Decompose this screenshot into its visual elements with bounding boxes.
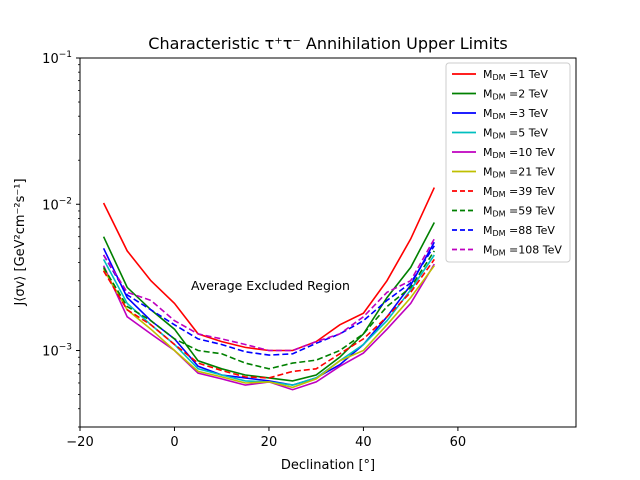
y-tick-label: 10−3: [42, 343, 72, 360]
legend: MDM =1 TeV MDM =2 TeV MDM =3 TeV MDM =5 TeV…: [445, 62, 571, 263]
y-axis-ticks: 10−3 10−2 10−1: [42, 50, 80, 428]
legend-entry-8: MDM =59 TeV: [483, 205, 555, 219]
y-axis-label: J⟨σv⟩ [GeV²cm⁻²s⁻¹]: [13, 178, 28, 306]
x-tick-label: 60: [450, 435, 467, 450]
series-line-6: [102, 265, 435, 389]
x-axis-label: Declination [°]: [281, 458, 375, 473]
legend-entry-6: MDM =21 TeV: [483, 166, 555, 180]
legend-entry-3: MDM =3 TeV: [483, 107, 548, 121]
series-line-9: [102, 245, 435, 356]
plot-lines: [102, 187, 436, 391]
legend-entry-7: MDM =39 TeV: [483, 185, 555, 199]
x-tick-label: −20: [66, 435, 93, 450]
x-tick-label: 20: [261, 435, 278, 450]
legend-entry-10: MDM =108 TeV: [483, 244, 562, 258]
y-tick-label: 10−2: [42, 196, 72, 213]
y-tick-label: 10−1: [42, 50, 72, 67]
series-line-8: [102, 250, 435, 370]
legend-box: [445, 62, 571, 263]
legend-entry-5: MDM =10 TeV: [483, 146, 555, 160]
legend-entry-4: MDM =5 TeV: [483, 127, 548, 141]
series-line-10: [102, 238, 435, 352]
legend-entry-9: MDM =88 TeV: [483, 224, 555, 238]
plot-frame: [79, 57, 577, 428]
legend-entry-2: MDM =2 TeV: [483, 88, 548, 102]
x-tick-label: 40: [355, 435, 372, 450]
chart-title: Characteristic τ⁺τ⁻ Annihilation Upper L…: [148, 34, 507, 53]
series-line-7: [102, 258, 435, 379]
legend-entry-1: MDM =1 TeV: [483, 68, 548, 82]
excluded-region-annotation: Average Excluded Region: [191, 278, 350, 293]
x-axis-ticks: −20 0 20 40 60: [66, 427, 466, 450]
x-tick-label: 0: [170, 435, 178, 450]
